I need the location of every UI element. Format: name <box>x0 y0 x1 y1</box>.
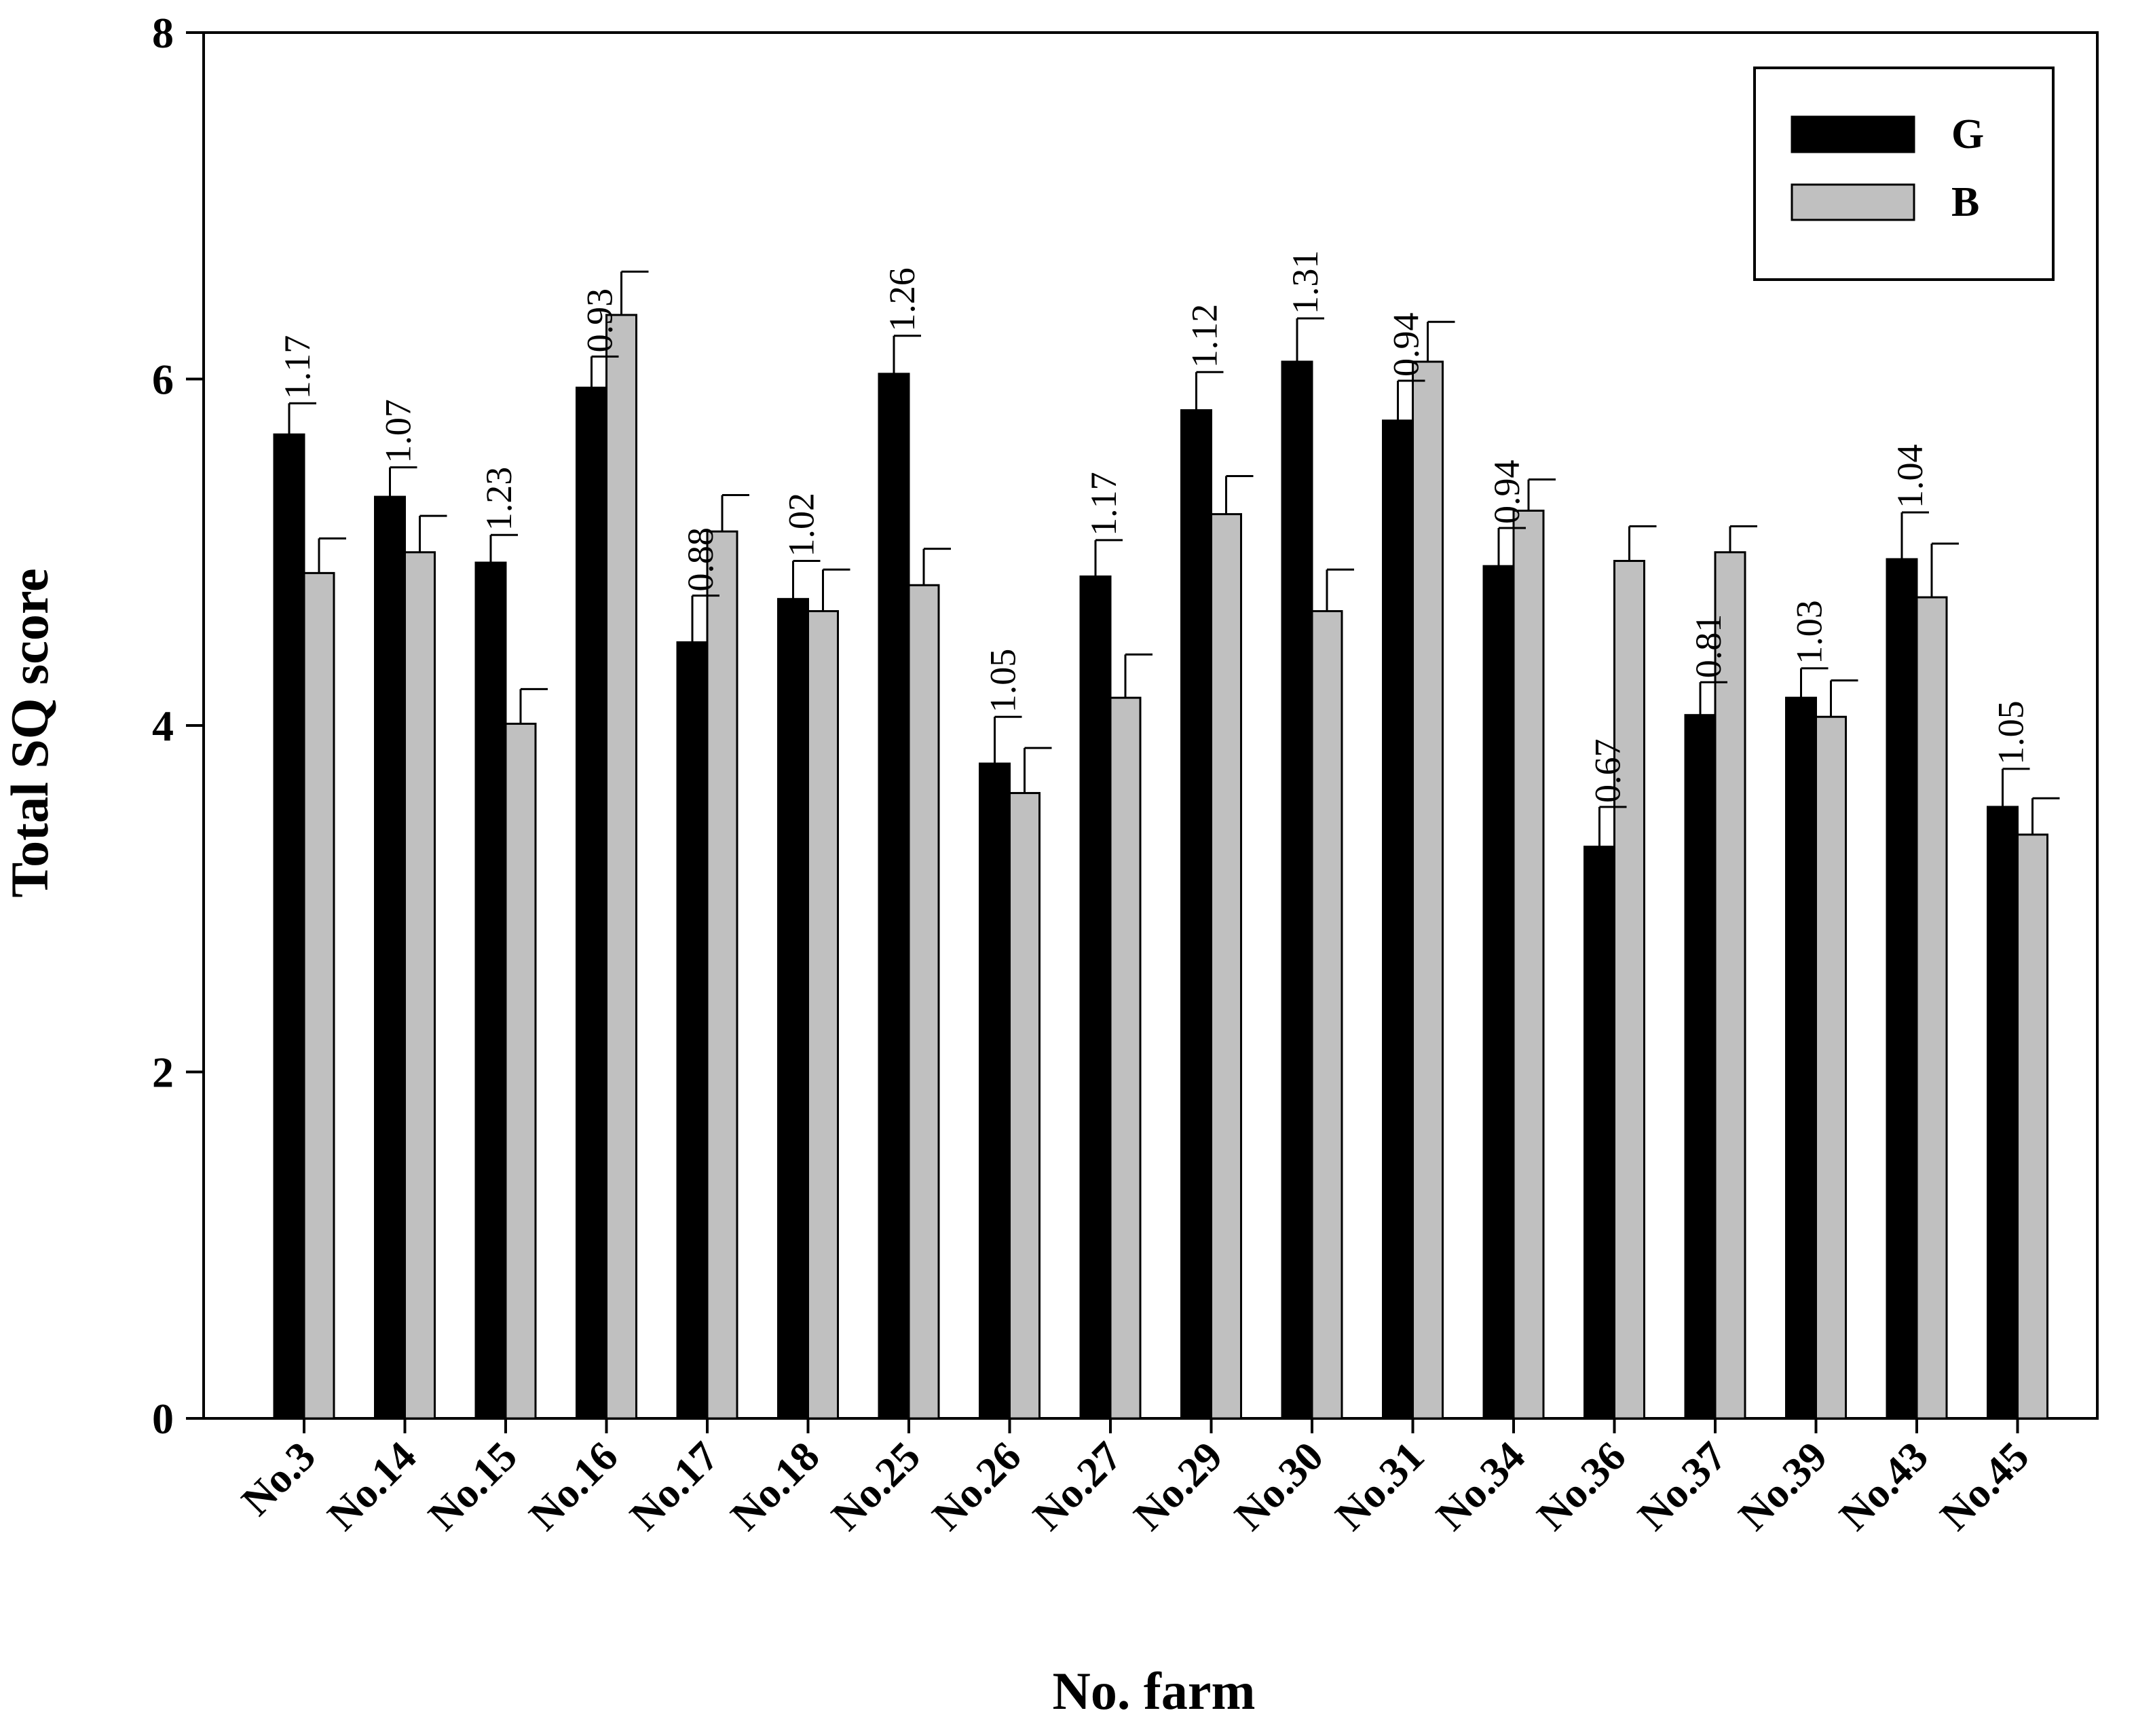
bar-b-no18 <box>807 610 839 1420</box>
data-label: 0.94 <box>1486 460 1527 525</box>
legend-label-b: B <box>1951 179 1979 225</box>
y-axis-title: Total SQ score <box>0 568 59 897</box>
bar-b-no17 <box>706 530 738 1420</box>
legend-label-g: G <box>1951 111 1984 157</box>
legend: GB <box>1753 67 2055 281</box>
bar-g-no45 <box>1987 806 2019 1420</box>
x-axis-title: No. farm <box>1053 1661 1256 1720</box>
y-tick-label: 4 <box>152 702 174 750</box>
x-tick-label: No.26 <box>924 1433 1030 1539</box>
x-tick-label: No.25 <box>823 1433 929 1539</box>
x-tick-label: No.16 <box>521 1433 626 1539</box>
bar-b-no39 <box>1815 715 1847 1420</box>
bar-b-no16 <box>605 314 637 1420</box>
bar-g-no37 <box>1684 714 1717 1420</box>
data-label: 1.26 <box>882 267 922 332</box>
y-tick-label: 6 <box>152 356 174 404</box>
x-tick-label: No.34 <box>1427 1433 1533 1539</box>
bar-g-no31 <box>1382 419 1414 1420</box>
x-tick-label: No.30 <box>1226 1433 1332 1539</box>
bar-b-no45 <box>2017 833 2048 1420</box>
bar-b-no29 <box>1210 513 1242 1420</box>
bar-b-no15 <box>504 722 537 1420</box>
bar-g-no39 <box>1785 696 1817 1420</box>
data-label: 0.94 <box>1386 313 1427 377</box>
data-label: 0.67 <box>1588 738 1628 803</box>
bar-g-no26 <box>979 762 1011 1420</box>
bar-b-no30 <box>1311 610 1343 1420</box>
bar-g-no29 <box>1180 409 1212 1420</box>
bar-b-no43 <box>1915 596 1948 1420</box>
bar-g-no17 <box>676 641 709 1420</box>
bar-b-no14 <box>404 551 436 1420</box>
x-tick-label: No.17 <box>621 1433 727 1539</box>
data-label: 1.31 <box>1285 250 1326 315</box>
bar-b-no27 <box>1109 696 1142 1420</box>
legend-swatch-b <box>1791 183 1915 221</box>
bar-g-no27 <box>1079 575 1112 1420</box>
x-tick-label: No.37 <box>1629 1433 1735 1539</box>
data-label: 1.12 <box>1184 304 1225 369</box>
x-tick-label: No.14 <box>319 1433 425 1539</box>
data-label: 1.05 <box>1991 700 2031 765</box>
bar-g-no25 <box>878 373 910 1420</box>
data-label: 1.05 <box>983 649 1024 713</box>
x-tick-label: No.36 <box>1529 1433 1634 1539</box>
bar-g-no18 <box>777 598 809 1420</box>
y-tick-label: 8 <box>152 9 174 57</box>
legend-swatch-g <box>1791 115 1915 153</box>
x-tick-label: No.3 <box>233 1433 324 1525</box>
x-tick-label: No.27 <box>1024 1433 1130 1539</box>
bar-g-no16 <box>576 386 607 1420</box>
x-tick-label: No.29 <box>1125 1433 1231 1539</box>
bar-g-no30 <box>1281 360 1313 1420</box>
bar-b-no26 <box>1009 792 1041 1420</box>
bar-b-no3 <box>303 571 335 1420</box>
data-label: 1.07 <box>378 399 419 464</box>
y-tick-label: 2 <box>152 1049 174 1097</box>
bar-b-no34 <box>1512 509 1545 1420</box>
x-tick-label: No.45 <box>1932 1433 2038 1539</box>
data-label: 1.02 <box>781 493 822 557</box>
bar-g-no14 <box>374 495 406 1420</box>
bar-g-no34 <box>1482 565 1515 1420</box>
bar-g-no43 <box>1886 558 1918 1420</box>
legend-box <box>1753 67 2055 281</box>
data-label: 1.17 <box>1083 472 1124 536</box>
data-label: 0.93 <box>580 288 620 353</box>
data-label: 1.03 <box>1789 600 1830 664</box>
data-label: 1.04 <box>1890 445 1930 509</box>
bar-b-no25 <box>907 584 940 1420</box>
x-tick-label: No.39 <box>1730 1433 1836 1539</box>
bar-b-no36 <box>1613 560 1645 1420</box>
x-tick-label: No.15 <box>419 1433 525 1539</box>
bar-g-no15 <box>474 561 507 1420</box>
data-label: 1.17 <box>277 335 318 400</box>
data-label: 1.23 <box>479 467 519 531</box>
y-tick-label: 0 <box>152 1395 174 1443</box>
bar-g-no36 <box>1584 846 1615 1420</box>
x-tick-label: No.43 <box>1831 1433 1936 1539</box>
data-label: 0.81 <box>1688 614 1729 679</box>
bar-b-no31 <box>1412 360 1444 1420</box>
data-label: 0.88 <box>680 527 721 592</box>
x-tick-label: No.31 <box>1327 1433 1433 1539</box>
x-tick-label: No.18 <box>722 1433 828 1539</box>
bar-g-no3 <box>273 433 305 1420</box>
